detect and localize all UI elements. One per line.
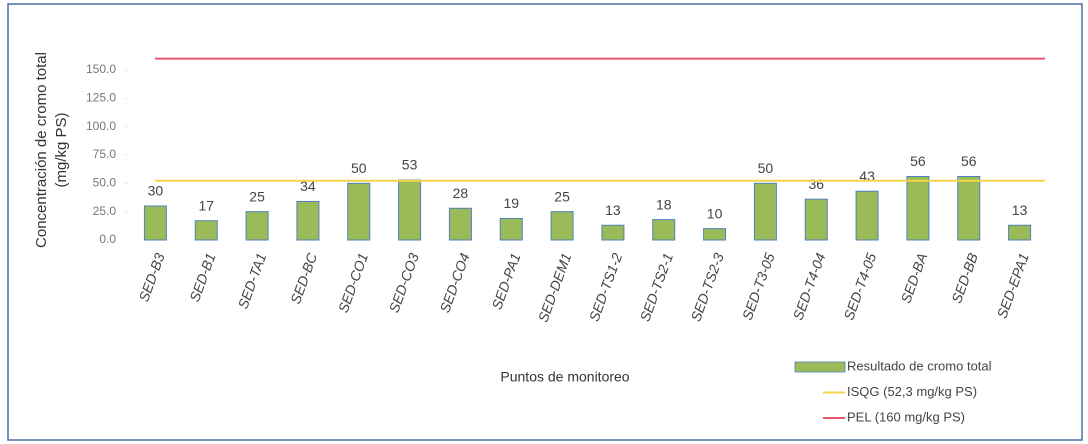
bar [855,190,879,241]
bar [804,198,828,241]
bar [245,211,269,241]
bar [753,182,777,241]
legend-label: PEL (160 mg/kg PS) [847,409,965,424]
legend-label: Resultado de cromo total [847,358,992,373]
value-label: 50 [758,160,774,176]
x-axis-label: Puntos de monitoreo [500,369,629,385]
bar [398,179,422,241]
y-tick-label: 100.0 [86,119,116,133]
bar [448,207,472,241]
bar [499,217,523,241]
y-tick-label: 25.0 [93,204,117,218]
legend-swatch [794,361,846,373]
value-label: 25 [249,188,265,204]
legend-label: ISQG (52,3 mg/kg PS) [847,384,977,399]
y-axis-label: Concentración de cromo total [33,52,50,248]
value-label: 34 [300,178,316,194]
bar [906,176,930,241]
value-label: 18 [656,196,672,212]
value-label: 13 [1012,202,1028,218]
bar [957,176,981,241]
y-tick-label: 150.0 [86,62,116,76]
value-label: 53 [402,157,418,173]
bar [601,224,625,241]
y-tick-label: 75.0 [93,147,117,161]
bar [194,220,218,241]
value-label: 25 [554,188,570,204]
bar [703,228,727,241]
value-label: 36 [808,176,824,192]
value-label: 10 [707,205,723,221]
bar [1008,224,1032,241]
value-label: 13 [605,202,621,218]
bar [296,200,320,241]
y-tick-label: 50.0 [93,175,117,189]
value-label: 50 [351,160,367,176]
bar [347,182,371,241]
bar [143,205,167,241]
value-label: 28 [453,185,469,201]
bar [652,219,676,241]
y-axis-label: (mg/kg PS) [53,112,70,187]
frame [7,3,1083,441]
value-label: 56 [910,153,926,169]
value-label: 56 [961,153,977,169]
value-label: 19 [503,195,519,211]
bar [550,211,574,241]
value-label: 30 [148,183,164,199]
y-tick-label: 125.0 [86,90,116,104]
value-label: 17 [198,197,214,213]
y-tick-label: 0.0 [99,232,116,246]
